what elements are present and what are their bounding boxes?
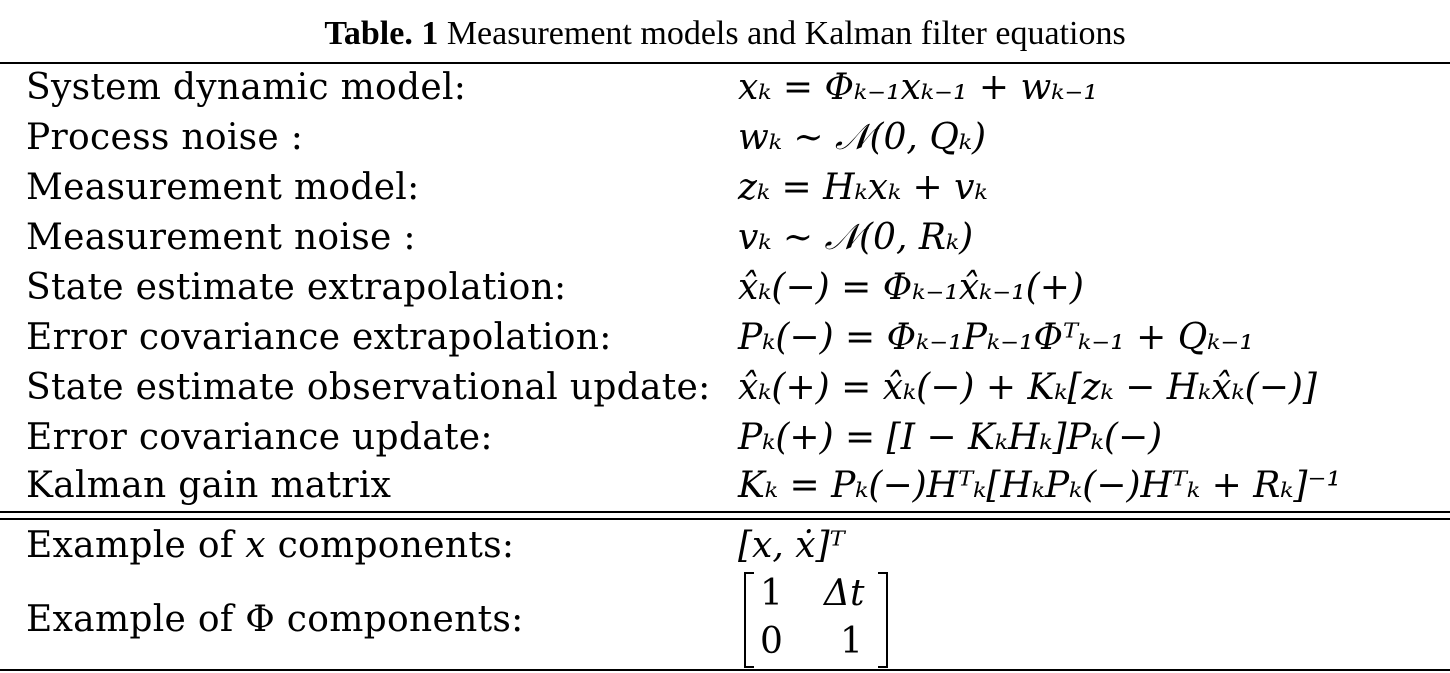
table-number: Table. 1 xyxy=(324,15,439,52)
row-equation: xₖ = Φₖ₋₁xₖ₋₁ + wₖ₋₁ xyxy=(738,67,1098,108)
example-x-row: Example of x components: [x, ẋ]ᵀ xyxy=(0,522,1450,572)
row-equation: x̂ₖ(−) = Φₖ₋₁x̂ₖ₋₁(+) xyxy=(738,267,1084,308)
row-equation: Pₖ(+) = [I − KₖHₖ]Pₖ(−) xyxy=(738,417,1163,458)
matrix-right-bracket xyxy=(878,572,888,668)
row-equation: Kₖ = Pₖ(−)Hᵀₖ[HₖPₖ(−)Hᵀₖ + Rₖ]⁻¹ xyxy=(738,465,1341,506)
row-equation: zₖ = Hₖxₖ + vₖ xyxy=(738,167,988,208)
table-row: Process noise : wₖ ∼ 𝒩(0, Qₖ) xyxy=(0,114,1450,164)
table-row: State estimate extrapolation: x̂ₖ(−) = Φ… xyxy=(0,264,1450,314)
example-x-value: [x, ẋ]ᵀ xyxy=(738,525,845,566)
row-label: Measurement model: xyxy=(26,167,420,208)
example-phi-suffix: components: xyxy=(275,599,524,640)
example-x-symbol: x xyxy=(245,525,266,566)
row-equation: wₖ ∼ 𝒩(0, Qₖ) xyxy=(738,117,987,158)
row-label: State estimate observational update: xyxy=(26,367,711,408)
table-row: Kalman gain matrix Kₖ = Pₖ(−)Hᵀₖ[HₖPₖ(−)… xyxy=(0,462,1450,512)
double-rule-lower xyxy=(0,518,1450,520)
row-label: System dynamic model: xyxy=(26,67,467,108)
table-row: Measurement model: zₖ = Hₖxₖ + vₖ xyxy=(0,164,1450,214)
matrix-cell: 1 xyxy=(840,621,863,662)
row-equation: Pₖ(−) = Φₖ₋₁Pₖ₋₁Φᵀₖ₋₁ + Qₖ₋₁ xyxy=(738,317,1254,358)
table-row: System dynamic model: xₖ = Φₖ₋₁xₖ₋₁ + wₖ… xyxy=(0,64,1450,114)
row-label: Error covariance update: xyxy=(26,417,493,458)
top-rule xyxy=(0,62,1450,64)
matrix-cell: 1 xyxy=(760,573,783,614)
table-row: Error covariance extrapolation: Pₖ(−) = … xyxy=(0,314,1450,364)
example-x-prefix: Example of xyxy=(26,525,246,566)
matrix-cell: Δt xyxy=(824,573,865,614)
matrix-left-bracket xyxy=(744,572,754,668)
table-row: Measurement noise : vₖ ∼ 𝒩(0, Rₖ) xyxy=(0,214,1450,264)
example-phi-prefix: Example of xyxy=(26,599,246,640)
row-label: Process noise : xyxy=(26,117,304,158)
example-phi-symbol: Φ xyxy=(245,599,276,640)
example-phi-row: Example of Φ components: xyxy=(0,596,1450,646)
row-equation: vₖ ∼ 𝒩(0, Rₖ) xyxy=(738,217,974,258)
bottom-rule xyxy=(0,669,1450,671)
row-label: State estimate extrapolation: xyxy=(26,267,567,308)
row-label: Measurement noise : xyxy=(26,217,416,258)
example-phi-label: Example of Φ components: xyxy=(26,598,524,642)
table-row: Error covariance update: Pₖ(+) = [I − Kₖ… xyxy=(0,414,1450,464)
matrix-cell: 0 xyxy=(760,621,783,662)
row-label: Kalman gain matrix xyxy=(26,465,392,506)
double-rule-upper xyxy=(0,511,1450,513)
row-equation: x̂ₖ(+) = x̂ₖ(−) + Kₖ[zₖ − Hₖx̂ₖ(−)] xyxy=(738,367,1317,408)
table-row: State estimate observational update: x̂ₖ… xyxy=(0,364,1450,414)
example-x-suffix: components: xyxy=(265,525,515,566)
table-title: Measurement models and Kalman filter equ… xyxy=(438,15,1126,52)
example-x-label: Example of x components: xyxy=(26,524,514,568)
row-label: Error covariance extrapolation: xyxy=(26,317,612,358)
table-caption: Table. 1 Measurement models and Kalman f… xyxy=(0,14,1450,54)
phi-matrix: 1 Δt 0 1 xyxy=(744,570,888,670)
